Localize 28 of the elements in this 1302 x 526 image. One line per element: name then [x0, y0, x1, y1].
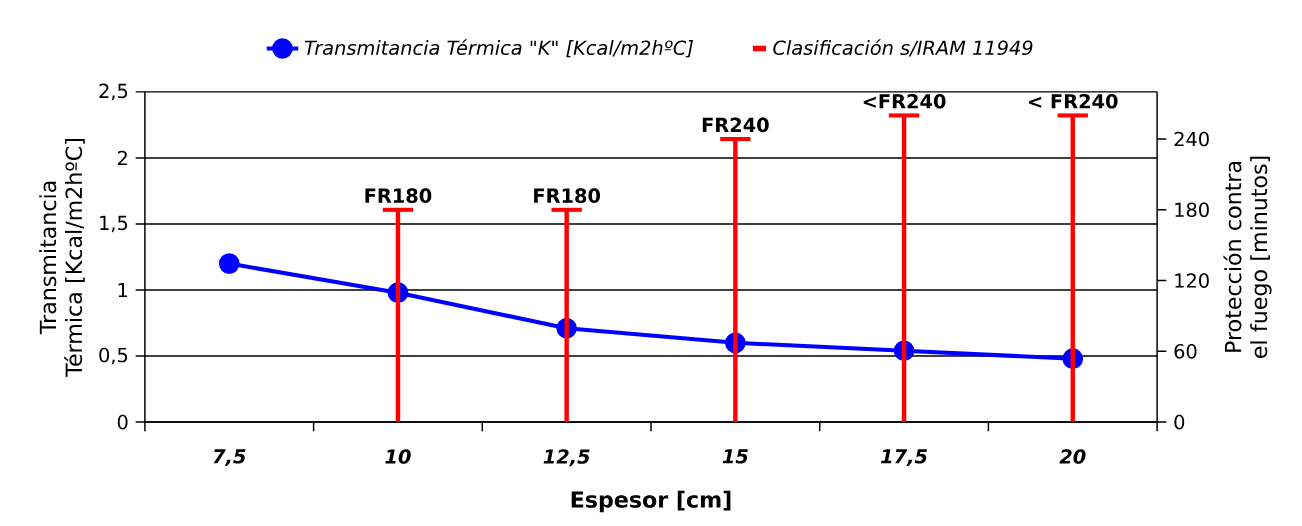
data-label: <FR240	[863, 93, 946, 109]
y-tick-label: 1	[118, 282, 128, 298]
legend-label: Transmitancia Térmica "K" [Kcal/m2hºC]	[304, 39, 693, 58]
y-tick-label: 0	[117, 414, 128, 430]
legend-label: Clasificación s/IRAM 11949	[773, 39, 1033, 57]
data-label: FR240	[702, 117, 769, 133]
y-tick-label: 2	[117, 150, 127, 166]
x-tick-label: 12,5	[543, 449, 590, 467]
data-label: FR180	[534, 188, 601, 203]
y2-axis-title: Protección contra el fuego [minutos]	[1223, 156, 1272, 358]
y-tick-label: 1,5	[100, 215, 128, 233]
y-axis-title: Transmitancia Térmica [Kcal/m2hºC]	[39, 139, 85, 377]
x-tick-label: 7,5	[213, 449, 246, 467]
point	[218, 253, 240, 274]
y2-tick-label: 240	[1174, 131, 1209, 147]
y2-tick-label: 60	[1174, 343, 1197, 359]
y2-tick-label: 120	[1175, 273, 1209, 288]
data-label: FR180	[365, 188, 432, 203]
x-tick-label: 20	[1059, 449, 1086, 464]
x-tick-label: 10	[385, 449, 411, 464]
x-tick-label: 17,5	[880, 449, 927, 467]
x-tick-label: 15	[722, 449, 748, 464]
data-label: < FR240	[1029, 93, 1118, 109]
y2-tick-label: 0	[1174, 414, 1185, 430]
y2-tick-label: 180	[1175, 202, 1209, 218]
y-tick-label: 2,5	[99, 83, 128, 101]
x-axis-title: Espesor [cm]	[571, 490, 731, 513]
y-tick-label: 0,5	[99, 347, 128, 365]
